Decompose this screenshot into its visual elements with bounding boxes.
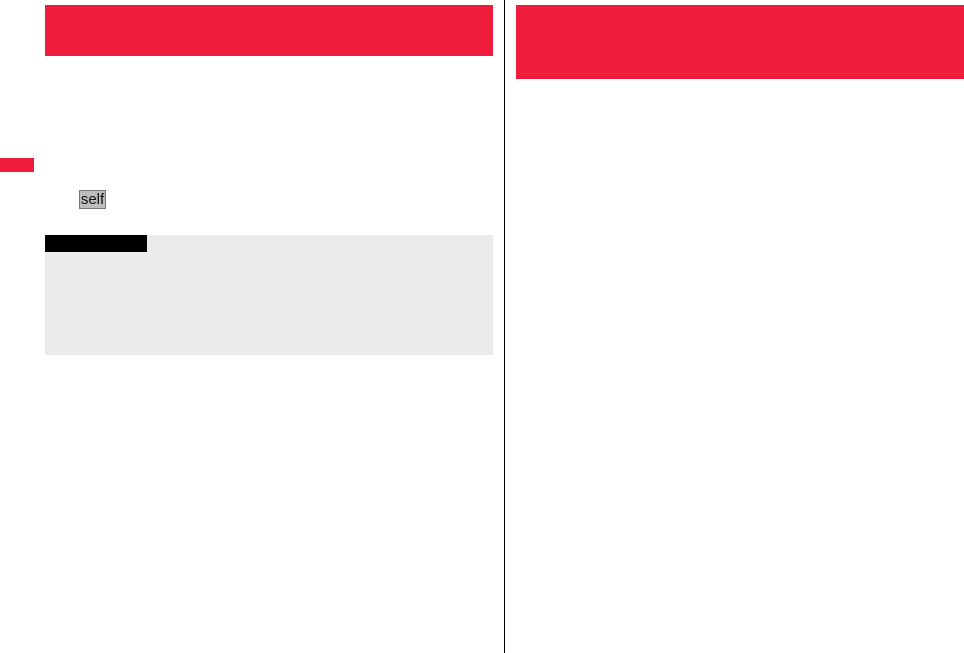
note-label: [45, 235, 147, 252]
page-divider: [504, 0, 505, 653]
self-key-icon: self: [79, 190, 106, 209]
note-box: [45, 235, 493, 355]
right-section-header: [516, 5, 964, 79]
chapter-index-tab: [0, 158, 34, 172]
left-section-header: [45, 5, 493, 56]
